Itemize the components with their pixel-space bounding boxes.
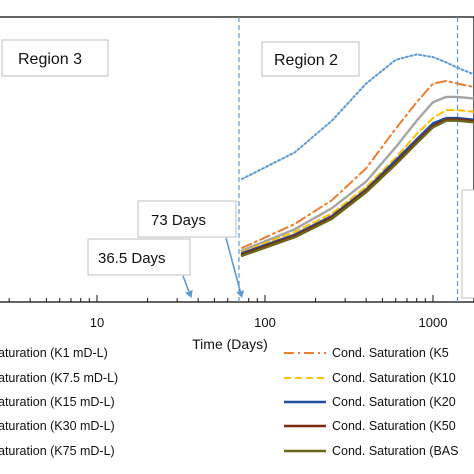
- callout-73-days-box: [137, 200, 237, 238]
- series-line-0: [241, 53, 474, 180]
- callout-36-5-days-label: 36.5 Days: [98, 250, 166, 267]
- legend-left-2-label: aturation (K15 mD-L): [0, 395, 115, 409]
- series-layer: [240, 53, 474, 258]
- legend-right-0-label: Cond. Saturation (K5: [332, 346, 449, 360]
- legend-left-1-label: aturation (K7.5 mD-L): [0, 371, 118, 385]
- callout-36-5-days-arrow: [182, 275, 190, 292]
- legend-right-3-label: Cond. Saturation (K50: [332, 419, 456, 433]
- region-3-box: [1, 39, 109, 77]
- legend-left-0-label: aturation (K1 mD-L): [0, 346, 108, 360]
- x-tick-label-10: 10: [90, 315, 104, 330]
- legend-right-2-label: Cond. Saturation (K20: [332, 395, 456, 409]
- callout-36-5-days-box: [87, 238, 191, 276]
- x-axis-title: Time (Days): [192, 336, 268, 352]
- region-2-label: Region 2: [274, 52, 338, 69]
- legend-left-4-label: aturation (K75 mD-L): [0, 444, 115, 458]
- x-tick-label-1000: 1000: [419, 315, 448, 330]
- region-1-box-partial: [461, 189, 474, 299]
- callout-36-5-days-arrowhead: [185, 290, 193, 298]
- callout-73-days-arrow: [225, 237, 242, 292]
- legend-right-1-label: Cond. Saturation (K10: [332, 371, 456, 385]
- callout-73-days-label: 73 Days: [151, 212, 206, 229]
- legend-right-4-label: Cond. Saturation (BAS: [332, 444, 458, 458]
- series-line-1: [241, 79, 474, 249]
- series-line-3: [241, 109, 474, 253]
- x-axis-minor-ticks: [8, 298, 426, 302]
- series-line-6: [240, 119, 474, 258]
- series-line-2: [240, 95, 474, 252]
- x-tick-label-100: 100: [254, 315, 276, 330]
- region-3-label: Region 3: [18, 51, 82, 68]
- legend-left-3-label: aturation (K30 mD-L): [0, 419, 115, 433]
- callout-73-days-arrowhead: [236, 290, 245, 298]
- x-axis-major-ticks: [96, 295, 434, 302]
- region-2-box: [261, 41, 360, 77]
- legend: aturation (K1 mD-L) aturation (K7.5 mD-L)…: [0, 346, 458, 458]
